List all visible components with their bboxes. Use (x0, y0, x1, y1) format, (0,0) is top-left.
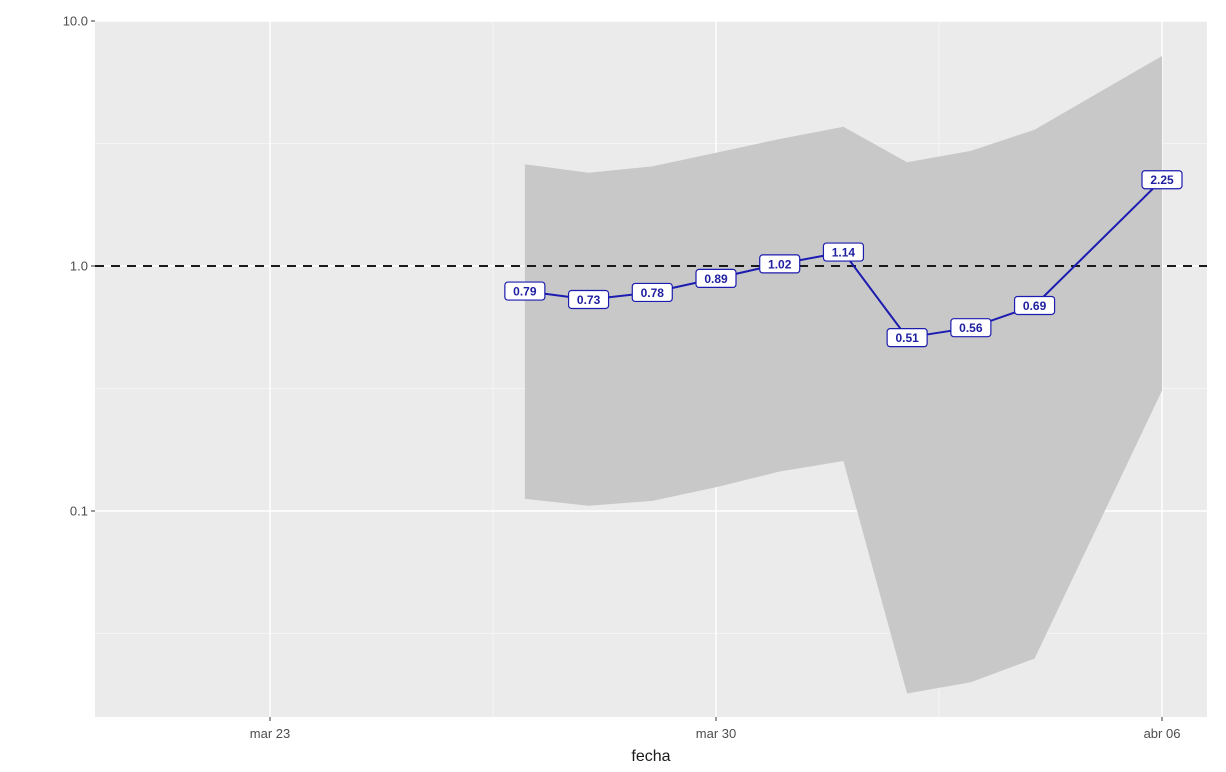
data-point-box (1141, 170, 1183, 190)
data-point-label: 0.73 (567, 289, 610, 310)
data-point-value: 2.25 (1150, 173, 1174, 187)
y-tick-label: 10.0 (63, 14, 88, 29)
data-point-box (950, 318, 992, 338)
data-point-box (759, 254, 801, 274)
data-point-label: 2.25 (1141, 170, 1183, 190)
data-point-label: 0.89 (695, 268, 737, 288)
confidence-ribbon (524, 56, 1162, 694)
series-line (524, 178, 1163, 339)
x-axis: mar 23 mar 30 abr 06 (250, 717, 1181, 741)
data-point-value: 0.79 (513, 285, 537, 299)
x-tick-label: mar 23 (250, 726, 290, 741)
data-point-label: 1.02 (759, 254, 801, 274)
x-tick-label: abr 06 (1144, 726, 1181, 741)
x-tick-label: mar 30 (696, 726, 736, 741)
data-point-value: 0.89 (704, 272, 728, 286)
data-point-value: 1.14 (832, 246, 856, 260)
data-point-label: 0.51 (886, 328, 928, 348)
data-point-label: 0.56 (950, 318, 992, 338)
x-axis-title: fecha (631, 748, 670, 765)
data-point-value: 1.02 (768, 257, 792, 271)
data-point-value: 0.69 (1023, 299, 1047, 313)
point-labels: 0.79 0.73 0.78 0.89 1.02 1.14 0.51 0.56 0.69 2.25 (504, 170, 1183, 348)
data-point-value: 0.51 (895, 331, 919, 345)
data-point-box (631, 282, 673, 303)
data-point-box (504, 281, 546, 301)
data-point-box (567, 289, 610, 310)
data-point-label: 1.14 (822, 242, 865, 262)
data-point-label: 0.69 (1013, 295, 1056, 316)
y-axis: 10.0 1.0 0.1 (63, 14, 95, 519)
data-point-label: 0.78 (631, 282, 673, 303)
data-point-value: 0.78 (641, 286, 665, 300)
data-point-box (695, 268, 737, 288)
y-tick-label: 0.1 (70, 504, 88, 519)
data-point-box (1013, 295, 1056, 316)
data-point-value: 0.56 (959, 321, 983, 335)
data-point-value: 0.73 (577, 293, 601, 307)
data-point-box (886, 328, 928, 348)
data-point-box (822, 242, 865, 262)
y-tick-label: 1.0 (70, 259, 88, 274)
data-point-label: 0.79 (504, 281, 546, 301)
